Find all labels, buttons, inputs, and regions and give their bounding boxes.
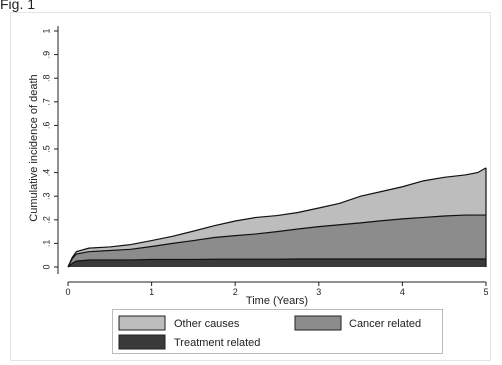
y-axis-title: Cumulative incidence of death (28, 74, 40, 221)
legend-label-cancer-related: Cancer related (349, 318, 421, 330)
y-tick-label: .5 (41, 145, 51, 153)
area-treatment-related (68, 258, 486, 267)
legend-swatch-other-causes (118, 315, 166, 331)
y-tick-label: .9 (41, 51, 51, 59)
legend-label-treatment-related: Treatment related (174, 337, 260, 349)
graph-frame (10, 12, 491, 361)
y-tick-label: 0 (41, 264, 51, 269)
line-cancer-related (67, 214, 486, 268)
line-treatment-related (67, 258, 486, 268)
x-tick-label: 2 (233, 287, 238, 297)
y-tick-label: .4 (41, 169, 51, 177)
legend-swatch-treatment-related (118, 334, 166, 350)
area-other-causes (68, 167, 486, 267)
x-tick-label: 5 (483, 287, 488, 297)
x-tick-label: 4 (400, 287, 405, 297)
x-axis-ticks: 0 1 2 3 4 5 (65, 282, 489, 297)
legend-swatch-cancer-related (294, 315, 342, 331)
line-other-causes (67, 167, 487, 268)
y-tick-label: .2 (41, 216, 51, 224)
x-tick-label: 3 (316, 287, 321, 297)
y-axis-ticks: 0 .1 .2 .3 .4 .5 .6 .7 .8 .9 1 (41, 28, 58, 270)
legend: Other causes Cancer related Treatment re… (112, 309, 443, 354)
x-tick-label: 0 (65, 287, 70, 297)
legend-box (112, 309, 443, 354)
y-tick-label: .1 (41, 240, 51, 248)
x-tick-label: 1 (149, 287, 154, 297)
stacked-areas (68, 167, 486, 267)
y-tick-label: 1 (41, 28, 51, 33)
x-axis-title: Time (Years) (246, 295, 308, 307)
series-outlines (67, 167, 487, 268)
y-tick-label: .7 (41, 98, 51, 106)
y-tick-label: .8 (41, 74, 51, 82)
figure-label: Fig. 1 (0, 0, 36, 12)
legend-label-other-causes: Other causes (174, 318, 240, 330)
y-tick-label: .3 (41, 192, 51, 200)
y-tick-label: .6 (41, 122, 51, 130)
area-cancer-related (68, 215, 486, 267)
